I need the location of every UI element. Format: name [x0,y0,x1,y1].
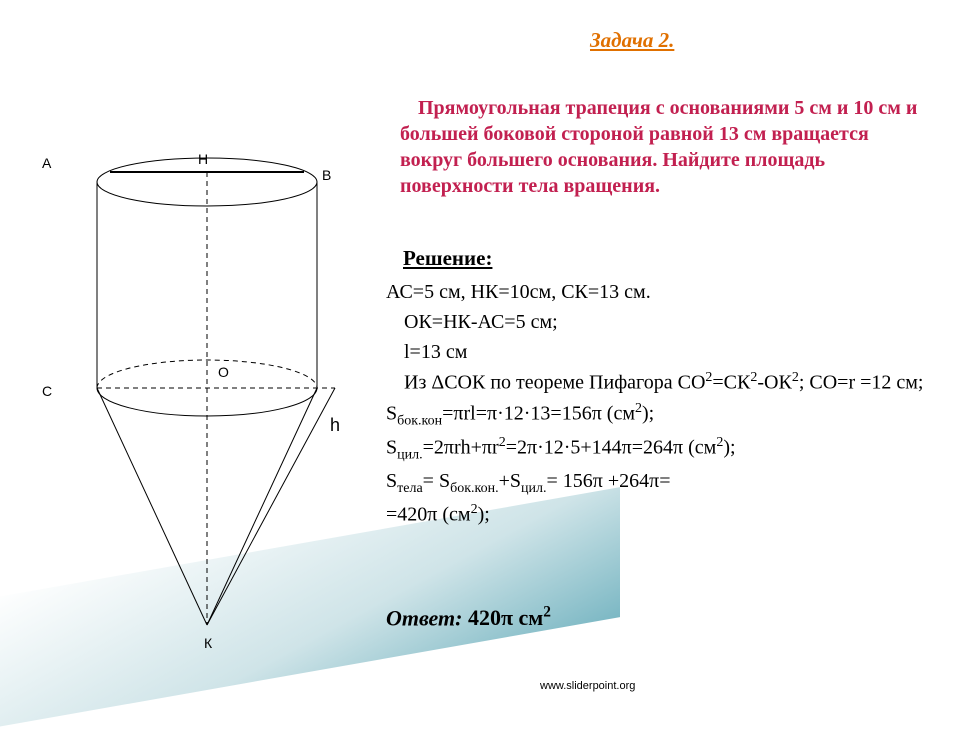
solution-line: Из ΔСОК по теореме Пифагора СО2=СК2-ОК2;… [386,368,946,398]
solution-line: =420π (см2); [386,500,946,530]
solution-line: Sтела= Sбок.кон.+Sцил.= 156π +264π= [386,467,946,499]
sup: 2 [471,502,478,517]
task-title: Задача 2. [590,28,674,53]
answer-value: 420π см2 [468,605,551,630]
text: S [386,402,397,424]
text: = 156π +264π= [546,470,670,492]
text: =πrl=π·12·13=156π (см [442,402,635,424]
solution-line: Sбок.кон=πrl=π·12·13=156π (см2); [386,399,946,432]
text: ; СО=r =12 см; [799,372,924,394]
sup: 2 [499,435,506,450]
solution-line: l=13 см [386,338,946,367]
text: -ОК [757,372,791,394]
text: +S [499,470,521,492]
solution-heading: Решение: [403,246,492,271]
label-A: А [42,155,51,171]
sub: тела [397,481,423,496]
text: =СК [712,372,750,394]
text: ); [723,436,735,458]
answer-label: Ответ: [386,605,468,630]
text: ); [642,402,654,424]
label-h: h [330,415,340,436]
solution-line: Sцил.=2πrh+πr2=2π·12·5+144π=264π (см2); [386,433,946,466]
text: S [386,436,397,458]
label-H: Н [198,151,208,167]
answer: Ответ: 420π см2 [386,604,551,631]
label-B: В [322,167,331,183]
text: =420π (см [386,504,471,526]
geometry-diagram: А Н В С О h К [60,145,360,665]
sub: цил. [397,447,422,462]
text: =2πrh+πr [423,436,499,458]
diagram-svg [60,145,360,665]
label-C: С [42,383,52,399]
problem-statement: Прямоугольная трапеция с основаниями 5 с… [400,95,930,199]
label-O: О [218,364,229,380]
label-K: К [204,635,212,651]
text: S [386,470,397,492]
sub: бок.кон. [450,481,499,496]
sub: бок.кон [397,413,442,428]
solution-body: АС=5 см, НК=10см, СК=13 см. ОК=НК-АС=5 с… [386,278,946,531]
solution-line: АС=5 см, НК=10см, СК=13 см. [386,278,946,307]
text: ); [478,504,490,526]
sub: цил. [521,481,546,496]
footer-url: www.sliderpoint.org [540,680,635,692]
sup: 2 [792,370,799,385]
text: =2π·12·5+144π=264π (см [506,436,717,458]
solution-line: ОК=НК-АС=5 см; [386,308,946,337]
text: Из ΔСОК по теореме Пифагора СО [404,372,705,394]
sup: 2 [635,401,642,416]
text: = S [423,470,450,492]
